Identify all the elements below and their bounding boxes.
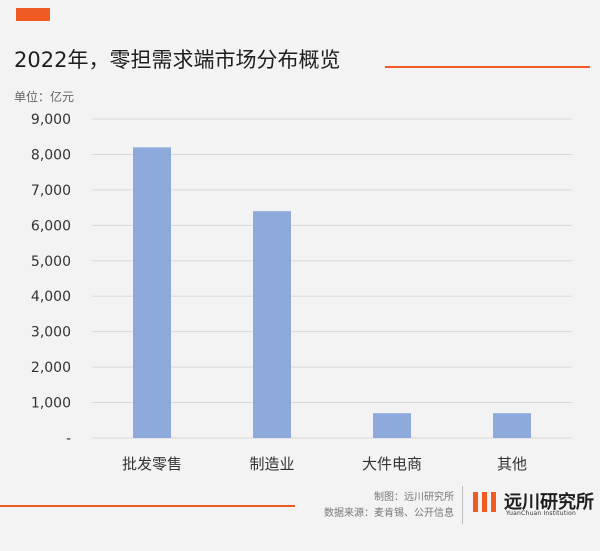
y-tick-label: 1,000 xyxy=(31,396,71,412)
bar-3 xyxy=(373,413,411,438)
logo-divider xyxy=(462,486,463,524)
data-source: 数据来源：麦肯锡、公开信息 xyxy=(324,508,454,519)
y-tick-label: - xyxy=(66,431,71,447)
y-tick-label: 8,000 xyxy=(31,147,71,163)
footer-divider-line xyxy=(0,505,295,507)
y-tick-label: 7,000 xyxy=(31,183,71,199)
y-tick-label: 5,000 xyxy=(31,254,71,270)
yuanchuan-logo-icon xyxy=(473,492,496,512)
y-axis-ticks: - 1,000 2,000 3,000 4,000 5,000 6,000 7,000 8,00… xyxy=(31,112,71,447)
bar-1 xyxy=(133,147,171,438)
bar-4 xyxy=(493,413,531,438)
x-tick-label: 制造业 xyxy=(249,455,294,473)
bars xyxy=(133,147,531,438)
logo-subtitle: YuanChuan Institution xyxy=(506,510,577,517)
y-tick-label: 3,000 xyxy=(31,325,71,341)
chart-credit: 制图：远川研究所 xyxy=(374,492,454,503)
x-tick-label: 其他 xyxy=(497,455,527,473)
credits: 制图：远川研究所 数据来源：麦肯锡、公开信息 xyxy=(324,490,454,522)
unit-label: 单位：亿元 xyxy=(14,90,75,104)
y-tick-label: 4,000 xyxy=(31,289,71,305)
x-tick-label: 批发零售 xyxy=(122,455,182,473)
header-accent-tab xyxy=(16,8,50,21)
bar-2 xyxy=(253,211,291,438)
brand-logo: 远川研究所 YuanChuan Institution xyxy=(472,490,594,530)
x-tick-label: 大件电商 xyxy=(362,455,422,473)
y-tick-label: 9,000 xyxy=(31,112,71,128)
gridlines xyxy=(92,118,572,439)
x-axis-ticks: 批发零售 制造业 大件电商 其他 xyxy=(122,455,527,473)
y-tick-label: 2,000 xyxy=(31,360,71,376)
y-tick-label: 6,000 xyxy=(31,218,71,234)
chart-title: 2022年，零担需求端市场分布概览 xyxy=(14,48,341,72)
title-divider-line xyxy=(385,66,590,68)
logo-name: 远川研究所 xyxy=(504,492,594,513)
